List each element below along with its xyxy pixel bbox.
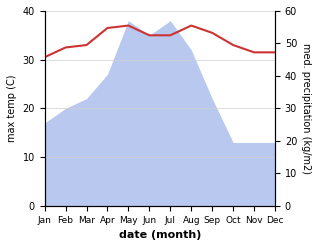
X-axis label: date (month): date (month) xyxy=(119,230,201,240)
Y-axis label: max temp (C): max temp (C) xyxy=(7,75,17,142)
Y-axis label: med. precipitation (kg/m2): med. precipitation (kg/m2) xyxy=(301,43,311,174)
